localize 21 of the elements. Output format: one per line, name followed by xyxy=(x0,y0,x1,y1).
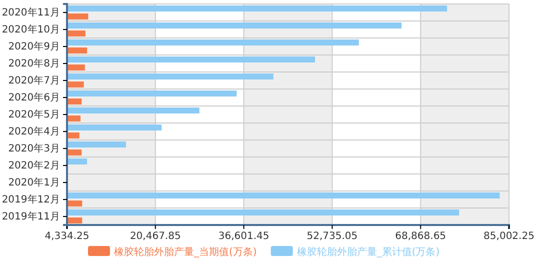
y-tick-label: 2020年8月 xyxy=(8,58,60,70)
y-tick-label: 2020年10月 xyxy=(2,24,60,36)
legend-label: 橡胶轮胎外胎产量_累计值(万条) xyxy=(296,246,440,258)
y-tick-label: 2020年3月 xyxy=(8,142,60,155)
x-tick-label: 20,467.85 xyxy=(130,231,181,242)
y-tick-label: 2020年7月 xyxy=(8,74,60,87)
y-tick-label: 2020年11月 xyxy=(2,6,60,19)
y-tick-label: 2019年11月 xyxy=(2,210,60,223)
x-tick-label: 85,002.25 xyxy=(484,231,534,242)
y-tick-label: 2020年1月 xyxy=(8,176,60,189)
y-tick-label: 2020年2月 xyxy=(8,160,60,172)
y-tick-label: 2020年5月 xyxy=(8,108,60,121)
y-tick-label: 2020年4月 xyxy=(8,126,60,138)
x-tick-label: 36,601.45 xyxy=(218,231,270,242)
x-tick-label: 52,735.05 xyxy=(306,231,358,242)
y-tick-label: 2020年9月 xyxy=(8,40,60,53)
x-tick-label: 68,868.65 xyxy=(395,231,446,242)
x-tick-label: 4,334.25 xyxy=(44,231,90,242)
y-tick-label: 2019年12月 xyxy=(2,194,60,206)
legend-label: 橡胶轮胎外胎产量_当期值(万条) xyxy=(114,246,257,258)
y-tick-label: 2020年6月 xyxy=(8,92,60,104)
